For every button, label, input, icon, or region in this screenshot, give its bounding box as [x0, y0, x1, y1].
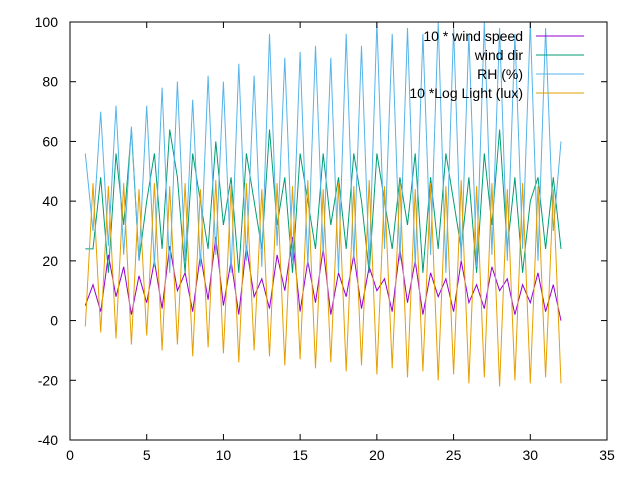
y-tick-label: 0 — [50, 313, 58, 329]
legend-entry-0: 10 * wind speed — [423, 28, 584, 44]
series-layer — [84, 22, 562, 387]
legend-entry-3: 10 *Log Light (lux) — [409, 85, 584, 101]
y-tick-label: -20 — [38, 372, 58, 388]
y-tick-label: 20 — [42, 253, 58, 269]
x-tick-label: 15 — [292, 447, 308, 463]
legend-label: 10 * wind speed — [423, 28, 523, 44]
legend-entry-1: wind dir — [474, 47, 584, 63]
y-axis: -40 -20 0 20 40 60 80 100 — [35, 14, 607, 448]
y-tick-label: 80 — [42, 74, 58, 90]
series-line-2 — [84, 22, 562, 273]
series-line-1 — [85, 129, 562, 273]
x-axis: 0 5 10 15 20 25 30 35 — [66, 22, 615, 463]
y-tick-label: 40 — [42, 193, 58, 209]
y-tick-label: 100 — [35, 14, 59, 30]
x-tick-label: 35 — [599, 447, 615, 463]
x-tick-label: 10 — [216, 447, 232, 463]
x-tick-label: 25 — [446, 447, 462, 463]
y-tick-label: 60 — [42, 133, 58, 149]
x-tick-label: 0 — [66, 447, 74, 463]
legend: 10 * wind speed wind dir RH (%) 10 *Log Lig… — [409, 28, 584, 101]
legend-label: wind dir — [474, 47, 524, 63]
legend-label: RH (%) — [477, 66, 523, 82]
legend-label: 10 *Log Light (lux) — [409, 85, 523, 101]
y-tick-label: -40 — [38, 432, 58, 448]
x-tick-label: 5 — [143, 447, 151, 463]
plot-frame — [69, 21, 608, 441]
legend-entry-2: RH (%) — [477, 66, 584, 82]
series-group — [84, 22, 562, 387]
x-tick-label: 30 — [522, 447, 538, 463]
series-line-3 — [84, 180, 562, 387]
x-tick-label: 20 — [369, 447, 385, 463]
